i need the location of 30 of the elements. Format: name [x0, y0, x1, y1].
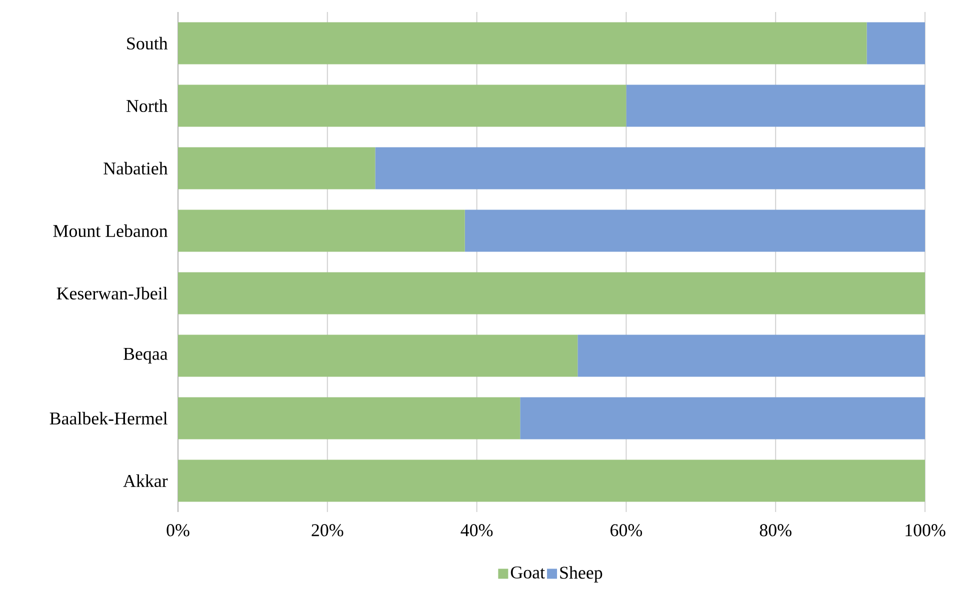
bar: [520, 397, 926, 440]
bar: [178, 147, 376, 190]
x-tick-label: 20%: [312, 524, 344, 536]
bar: [178, 397, 520, 440]
y-tick-label: Keserwan-Jbeil: [56, 286, 168, 300]
legend-label: Sheep: [560, 566, 602, 582]
x-tick-label: 60%: [610, 524, 642, 536]
y-tick-label: Nabatieh: [104, 162, 168, 175]
x-tick-label: 80%: [760, 524, 792, 536]
y-tick-label: Baalbek-Hermel: [50, 412, 168, 425]
y-tick-label: Beqaa: [124, 348, 168, 364]
x-tick-label: 100%: [906, 524, 946, 536]
x-tick-label: 40%: [460, 524, 493, 536]
bar: [178, 84, 626, 127]
bar: [375, 147, 926, 190]
y-tick-label: South: [127, 36, 168, 50]
bar: [178, 272, 926, 314]
bar: [866, 22, 926, 64]
y-tick-label: North: [126, 99, 168, 112]
bar: [178, 460, 926, 502]
x-tick-label: 0%: [166, 524, 190, 536]
bar: [178, 210, 465, 252]
bar: [626, 84, 926, 127]
bar: [464, 210, 926, 252]
legend-label: Goat: [510, 566, 545, 579]
bar: [578, 334, 926, 377]
y-tick-label: Mount Lebanon: [53, 224, 168, 238]
bar: [178, 22, 867, 64]
bar: [178, 334, 578, 377]
y-tick-label: Akkar: [123, 474, 168, 488]
